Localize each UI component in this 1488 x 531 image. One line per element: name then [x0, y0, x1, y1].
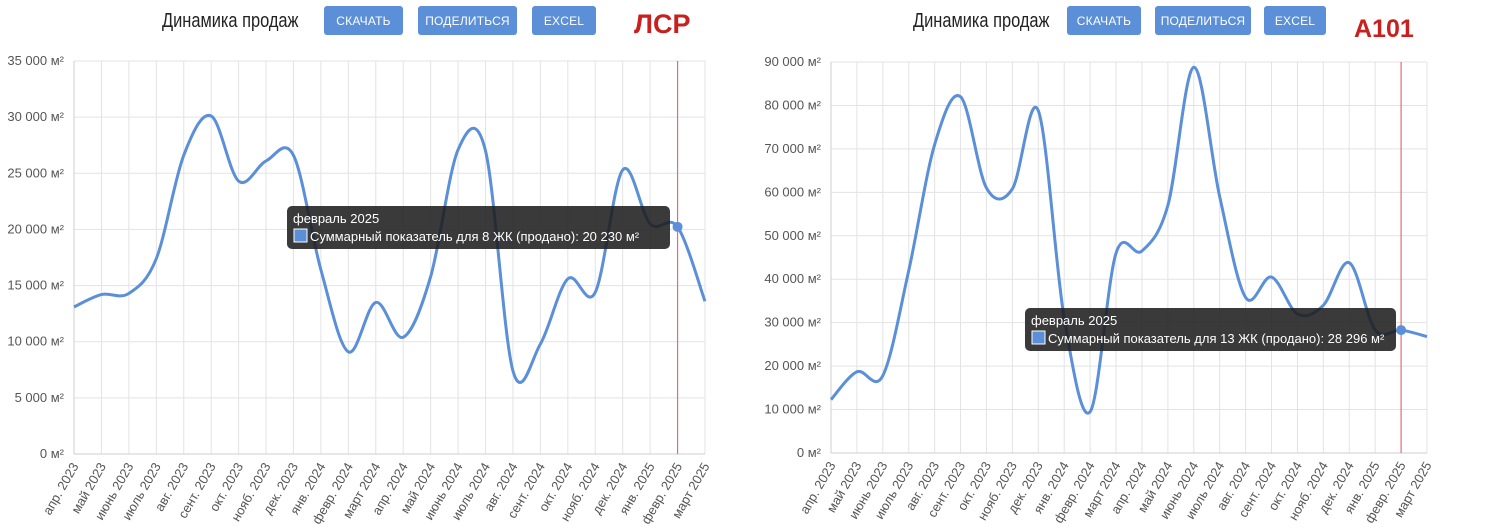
- tooltip: февраль 2025 Суммарный показатель для 13 …: [1025, 308, 1396, 351]
- y-tick-label: 35 000 м²: [7, 53, 64, 68]
- tooltip: февраль 2025 Суммарный показатель для 8 Ж…: [287, 206, 670, 249]
- data-point: [511, 369, 515, 373]
- y-tick-label: 30 000 м²: [7, 109, 64, 124]
- data-point: [1425, 335, 1429, 339]
- chart-header: Динамика продаж СКАЧАТЬ ПОДЕЛИТЬСЯ EXCEL: [162, 6, 602, 36]
- data-point: [182, 153, 186, 157]
- data-point: [1114, 251, 1118, 255]
- y-tick-label: 40 000 м²: [764, 271, 821, 286]
- tooltip-value: Суммарный показатель для 8 ЖК (продано):…: [310, 229, 640, 244]
- series-line: [73, 114, 707, 384]
- y-tick-label: 0 м²: [40, 446, 65, 461]
- y-tick-label: 10 000 м²: [764, 402, 821, 417]
- y-tick-label: 5 000 м²: [15, 390, 65, 405]
- data-point: [127, 291, 131, 295]
- tooltip-swatch: [1031, 330, 1046, 345]
- data-point: [456, 148, 460, 152]
- data-point: [1166, 203, 1170, 207]
- chart-header: Динамика продаж СКАЧАТЬ ПОДЕЛИТЬСЯ EXCEL: [913, 6, 1353, 36]
- tooltip-box: [1025, 308, 1396, 351]
- data-point: [401, 335, 405, 339]
- data-point: [264, 159, 268, 163]
- highlight-point: [672, 221, 683, 232]
- data-point: [319, 268, 323, 272]
- tooltip-box: [287, 206, 670, 249]
- data-point: [346, 350, 350, 354]
- data-point: [1218, 195, 1222, 199]
- y-tick-label: 10 000 м²: [7, 334, 64, 349]
- tooltip-title: февраль 2025: [293, 211, 379, 226]
- series-line: [829, 65, 1428, 415]
- data-point: [593, 290, 597, 294]
- data-point: [429, 275, 433, 279]
- y-tick-label: 20 000 м²: [7, 221, 64, 236]
- data-point: [209, 114, 213, 118]
- data-point: [566, 277, 570, 281]
- y-tick-label: 20 000 м²: [764, 358, 821, 373]
- data-point: [984, 186, 988, 190]
- download-button[interactable]: СКАЧАТЬ: [1067, 6, 1141, 35]
- chart-title: Динамика продаж: [913, 9, 1050, 32]
- excel-button[interactable]: EXCEL: [532, 6, 596, 35]
- download-button[interactable]: СКАЧАТЬ: [324, 6, 403, 35]
- data-point: [881, 374, 885, 378]
- data-point: [1192, 65, 1196, 69]
- data-point: [1347, 261, 1351, 265]
- data-point: [1088, 410, 1092, 414]
- y-tick-label: 0 м²: [797, 445, 822, 460]
- excel-button[interactable]: EXCEL: [1264, 6, 1326, 35]
- y-tick-label: 60 000 м²: [764, 184, 821, 199]
- chart-panel-a101: Динамика продаж СКАЧАТЬ ПОДЕЛИТЬСЯ EXCEL…: [744, 0, 1488, 531]
- sales-line-chart[interactable]: 0 м² 5 000 м² 10 000 м² 15 000 м² 20 000 м² 2…: [0, 0, 744, 531]
- y-tick-label: 25 000 м²: [7, 165, 64, 180]
- data-point: [1244, 295, 1248, 299]
- data-point: [829, 398, 833, 402]
- tooltip-swatch: [293, 228, 308, 243]
- data-point: [907, 269, 911, 273]
- data-point: [374, 300, 378, 304]
- chart-panel-lsr: Динамика продаж СКАЧАТЬ ПОДЕЛИТЬСЯ EXCEL…: [0, 0, 744, 531]
- sales-line-chart[interactable]: 0 м² 10 000 м² 20 000 м² 30 000 м² 40 000 м²…: [744, 0, 1488, 531]
- share-button[interactable]: ПОДЕЛИТЬСЯ: [418, 6, 517, 35]
- y-tick-label: 80 000 м²: [764, 97, 821, 112]
- data-point: [237, 179, 241, 183]
- data-point: [933, 143, 937, 147]
- data-point: [291, 153, 295, 157]
- data-point: [154, 257, 158, 261]
- brand-label: ЛСР: [634, 9, 691, 39]
- data-point: [1140, 249, 1144, 253]
- plot-area: 0 м² 5 000 м² 10 000 м² 15 000 м² 20 000 м² 2…: [7, 53, 712, 527]
- plot-area: 0 м² 10 000 м² 20 000 м² 30 000 м² 40 000 м²…: [764, 54, 1434, 526]
- y-tick-label: 50 000 м²: [764, 228, 821, 243]
- data-point: [621, 168, 625, 172]
- data-point: [1036, 109, 1040, 113]
- data-point: [72, 305, 76, 309]
- tooltip-title: февраль 2025: [1031, 313, 1117, 328]
- share-button[interactable]: ПОДЕЛИТЬСЯ: [1155, 6, 1251, 35]
- data-point: [1321, 303, 1325, 307]
- y-tick-label: 30 000 м²: [764, 315, 821, 330]
- data-point: [959, 95, 963, 99]
- y-tick-label: 70 000 м²: [764, 141, 821, 156]
- data-point: [484, 149, 488, 153]
- data-point: [538, 342, 542, 346]
- data-point: [99, 293, 103, 297]
- y-tick-label: 15 000 м²: [7, 278, 64, 293]
- data-point: [855, 370, 859, 374]
- data-point: [1270, 275, 1274, 279]
- highlight-point: [1396, 325, 1407, 336]
- y-tick-label: 90 000 м²: [764, 54, 821, 69]
- brand-label: А101: [1354, 15, 1414, 43]
- tooltip-value: Суммарный показатель для 13 ЖК (продано)…: [1048, 331, 1385, 346]
- data-point: [703, 299, 707, 303]
- chart-title: Динамика продаж: [162, 9, 299, 32]
- data-point: [1010, 187, 1014, 191]
